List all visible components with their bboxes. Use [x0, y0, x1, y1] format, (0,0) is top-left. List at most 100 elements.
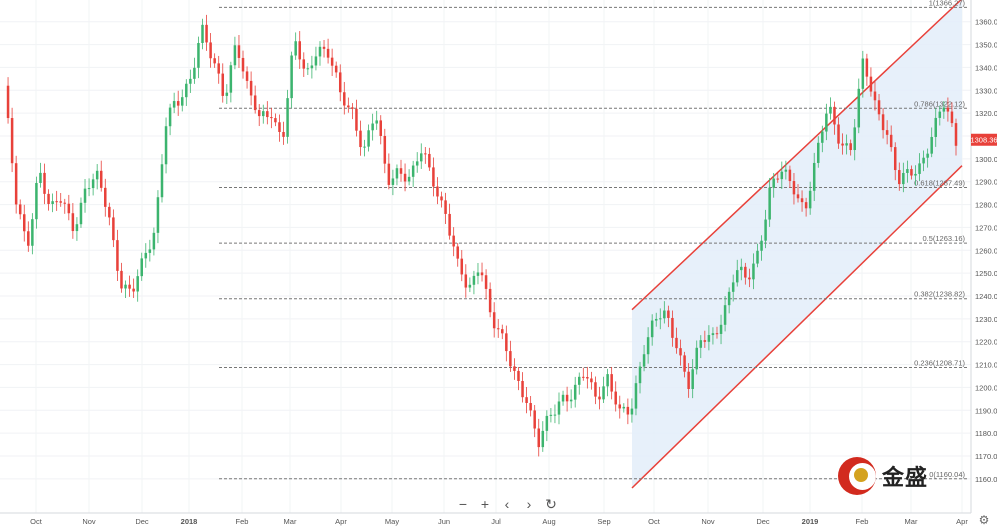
candle-body — [124, 284, 127, 289]
ascending-channel — [631, 0, 963, 489]
price-axis: 1360.001350.001340.001330.001320.001310.… — [975, 18, 997, 484]
candle-body — [22, 214, 26, 232]
x-tick-label: Dec — [756, 517, 770, 526]
candle-body — [541, 430, 545, 448]
candle-body — [748, 277, 751, 280]
candle-body — [825, 113, 828, 132]
x-tick-label: Oct — [648, 517, 661, 526]
y-tick-label: 1270.00 — [975, 223, 997, 232]
candle-body — [31, 219, 34, 246]
zoom-out-button[interactable]: − — [458, 496, 468, 512]
candle-body — [914, 173, 917, 176]
candle-body — [420, 153, 423, 162]
candle-body — [529, 402, 532, 411]
candle-body — [889, 134, 893, 148]
y-tick-label: 1350.00 — [975, 41, 997, 50]
candle-body — [403, 173, 407, 182]
candle-body — [201, 24, 204, 44]
candle-body — [841, 143, 844, 146]
candle-body — [209, 42, 212, 59]
candle-body — [557, 401, 561, 415]
candle-body — [249, 80, 253, 96]
candle-body — [744, 266, 747, 278]
candle-body — [893, 147, 897, 171]
candle-body — [193, 67, 196, 79]
fib-level-label: 0.236(1208.71) — [914, 359, 965, 368]
candle-body — [104, 187, 107, 207]
candle-body — [71, 213, 75, 232]
candle-body — [112, 217, 115, 241]
candle-body — [152, 232, 156, 250]
scroll-right-button[interactable]: › — [526, 496, 532, 512]
candle-body — [282, 131, 285, 137]
last-price-tag-bg — [971, 133, 997, 146]
candle-body — [492, 312, 496, 329]
x-tick-label: Feb — [236, 517, 249, 526]
candle-body — [108, 206, 111, 218]
reset-chart-button[interactable]: ↻ — [545, 496, 557, 512]
candle-body — [598, 396, 601, 400]
settings-gear-icon[interactable]: ⚙ — [978, 513, 990, 527]
candle-body — [6, 85, 10, 119]
y-tick-label: 1340.00 — [975, 63, 997, 72]
candle-body — [577, 376, 581, 385]
y-tick-label: 1300.00 — [975, 155, 997, 164]
y-tick-label: 1210.00 — [975, 361, 997, 370]
candle-body — [796, 194, 800, 199]
candle-body — [950, 111, 954, 124]
candle-body — [902, 172, 905, 185]
x-tick-label: Mar — [905, 517, 918, 526]
candle-body — [59, 201, 62, 203]
candle-body — [253, 95, 257, 111]
candle-body — [399, 168, 403, 174]
x-tick-label: May — [385, 517, 399, 526]
candle-body — [79, 202, 83, 225]
candle-body — [727, 291, 731, 306]
candle-body — [116, 240, 119, 271]
candle-body — [501, 329, 504, 334]
candle-body — [189, 78, 192, 84]
candle-body — [845, 143, 848, 146]
candlesticks — [6, 14, 958, 457]
y-tick-label: 1170.00 — [975, 452, 997, 461]
candle-body — [488, 288, 492, 313]
candle-body — [359, 130, 362, 148]
candle-body — [379, 120, 383, 136]
scroll-left-button[interactable]: ‹ — [504, 496, 510, 512]
brand-name: 金盛 — [882, 466, 929, 491]
candle-body — [35, 182, 38, 220]
candle-body — [954, 123, 958, 146]
candle-body — [569, 399, 573, 402]
candle-body — [877, 100, 881, 115]
candle-body — [310, 65, 314, 69]
candle-body — [545, 415, 549, 431]
candle-body — [833, 106, 836, 125]
zoom-in-button[interactable]: + — [480, 496, 490, 512]
candle-body — [586, 376, 589, 379]
candle-body — [318, 46, 322, 57]
candle-body — [602, 386, 605, 400]
candle-body — [18, 204, 22, 215]
candle-body — [266, 111, 269, 118]
candle-body — [338, 72, 342, 93]
candle-body — [484, 275, 488, 289]
candle-body — [735, 270, 739, 283]
candle-body — [626, 406, 630, 415]
y-tick-label: 1260.00 — [975, 246, 997, 255]
brand-logo: 金盛 — [838, 453, 948, 499]
fib-level-label: 0.618(1287.49) — [914, 178, 965, 187]
fib-level-label: 0(1160.04) — [929, 470, 965, 479]
candle-body — [861, 58, 865, 89]
x-tick-label: Sep — [597, 517, 610, 526]
candle-body — [241, 57, 245, 72]
candle-body — [43, 172, 46, 194]
candle-body — [233, 45, 237, 66]
candle-body — [67, 203, 71, 214]
fib-level-label: 1(1366.27) — [929, 0, 966, 7]
candle-body — [164, 126, 168, 165]
candle-body — [55, 201, 58, 203]
candle-body — [456, 246, 459, 259]
candle-body — [630, 408, 634, 415]
candle-body — [391, 178, 395, 185]
